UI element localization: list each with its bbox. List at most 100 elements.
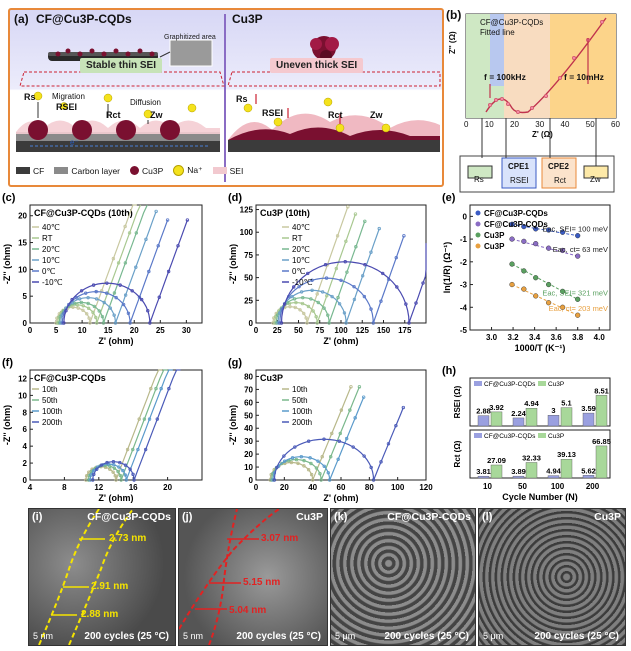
data-point <box>310 278 314 282</box>
y-tick-label: 2 <box>23 459 28 468</box>
data-point <box>54 321 58 325</box>
panel-k-title: CF@Cu3P-CQDs <box>387 511 471 523</box>
legend-swatch <box>538 381 546 386</box>
data-point <box>128 321 132 325</box>
data-point <box>353 416 357 420</box>
data-point <box>379 460 383 464</box>
data-point <box>305 321 309 325</box>
data-point <box>309 472 314 477</box>
data-point <box>273 321 277 325</box>
x-tick-label: 30 <box>182 326 191 335</box>
data-point <box>304 316 308 320</box>
bar-value-label: 3.81 <box>476 467 491 476</box>
diffusion-label: Diffusion <box>130 98 161 107</box>
panel-label: (e) <box>442 192 456 204</box>
data-point <box>326 471 330 475</box>
panel-l-label: (l) <box>482 511 493 523</box>
data-point <box>113 321 118 325</box>
y-tick-label: 30 <box>244 437 253 446</box>
panel-b-label: (b) <box>446 8 462 22</box>
data-point <box>271 478 275 482</box>
data-point <box>575 253 581 259</box>
data-point <box>112 466 117 470</box>
data-point <box>278 321 282 325</box>
activation-energy-annotation: Eac, ct= 63 meV <box>553 245 608 254</box>
data-point <box>137 295 142 299</box>
data-point <box>575 312 581 318</box>
data-point <box>293 305 297 310</box>
data-point <box>275 465 279 470</box>
data-point <box>302 458 306 463</box>
data-point <box>108 306 112 310</box>
data-point <box>296 461 300 466</box>
data-point <box>292 297 297 301</box>
legend-label: 100th <box>42 407 62 416</box>
y-tick-label: 20 <box>244 450 253 459</box>
data-point <box>112 313 116 317</box>
data-point <box>123 293 128 297</box>
legend-cu3p: Cu3P <box>142 165 164 176</box>
y-tick-label: 6 <box>23 425 28 434</box>
schematic-panel: (a) CF@Cu3P-CQDs Cu3P <box>8 8 444 187</box>
data-point <box>362 454 366 458</box>
y-tick-label: 50 <box>244 274 253 283</box>
x-tick-label: 12 <box>94 483 103 492</box>
data-point <box>533 226 539 232</box>
x-tick-label: 100 <box>391 483 405 492</box>
data-point <box>60 321 65 325</box>
data-point <box>379 299 383 303</box>
data-point <box>59 321 63 325</box>
measure-i-1: 2.73 nm <box>109 533 147 544</box>
legend-label: CF@Cu3P-CQDs <box>484 433 536 440</box>
y-tick-label: 0 <box>463 212 468 221</box>
panel-l-title: Cu3P <box>594 511 621 523</box>
legend-marker <box>475 232 481 238</box>
data-point <box>362 294 367 299</box>
data-point <box>546 245 552 251</box>
data-point <box>363 219 367 224</box>
data-point <box>86 306 91 311</box>
data-point <box>85 312 89 316</box>
series-group <box>54 204 190 325</box>
data-point <box>75 303 79 307</box>
panel-divider <box>224 14 226 182</box>
data-point <box>167 386 171 391</box>
data-point <box>330 294 334 299</box>
legend-label: 0℃ <box>292 267 305 276</box>
data-point <box>147 269 151 274</box>
caption-l: 200 cycles (25 °C) <box>534 631 619 642</box>
x-tick-label: 20 <box>163 483 172 492</box>
data-point <box>337 302 342 306</box>
legend-label: CF@Cu3P-CQDs <box>484 220 548 229</box>
measure-i-3: 2.88 nm <box>81 609 119 620</box>
b-xtick: 40 <box>560 120 570 129</box>
bar <box>582 412 595 427</box>
y-tick-label: 4 <box>23 442 28 451</box>
data-point <box>402 234 406 238</box>
data-point <box>509 281 515 288</box>
circuit-rct: Rct <box>554 176 566 185</box>
legend-label: CF@Cu3P-CQDs <box>484 381 536 388</box>
series-line <box>89 369 173 481</box>
y-tick-label: 75 <box>244 251 253 260</box>
data-point <box>369 307 373 311</box>
rct-label: Rct <box>106 110 121 120</box>
rs-label-right: Rs <box>236 94 248 104</box>
data-point <box>315 321 319 325</box>
data-point <box>309 297 313 301</box>
data-point <box>395 285 399 289</box>
data-point <box>302 311 306 316</box>
migration-label: Migration <box>52 92 85 101</box>
data-point <box>509 261 515 267</box>
legend-measured: CF@Cu3P-CQDs <box>480 18 544 27</box>
data-point <box>131 472 135 477</box>
data-point <box>327 478 332 482</box>
data-point <box>86 301 90 306</box>
bar-value-label: 5.1 <box>561 399 571 408</box>
data-point <box>575 296 581 302</box>
rct-label-right: Rct <box>328 110 343 120</box>
x-tick-label: 200 <box>586 482 600 491</box>
y-tick-label: 20 <box>18 212 27 221</box>
legend-label: Cu3P <box>548 381 564 388</box>
data-point <box>299 455 304 459</box>
